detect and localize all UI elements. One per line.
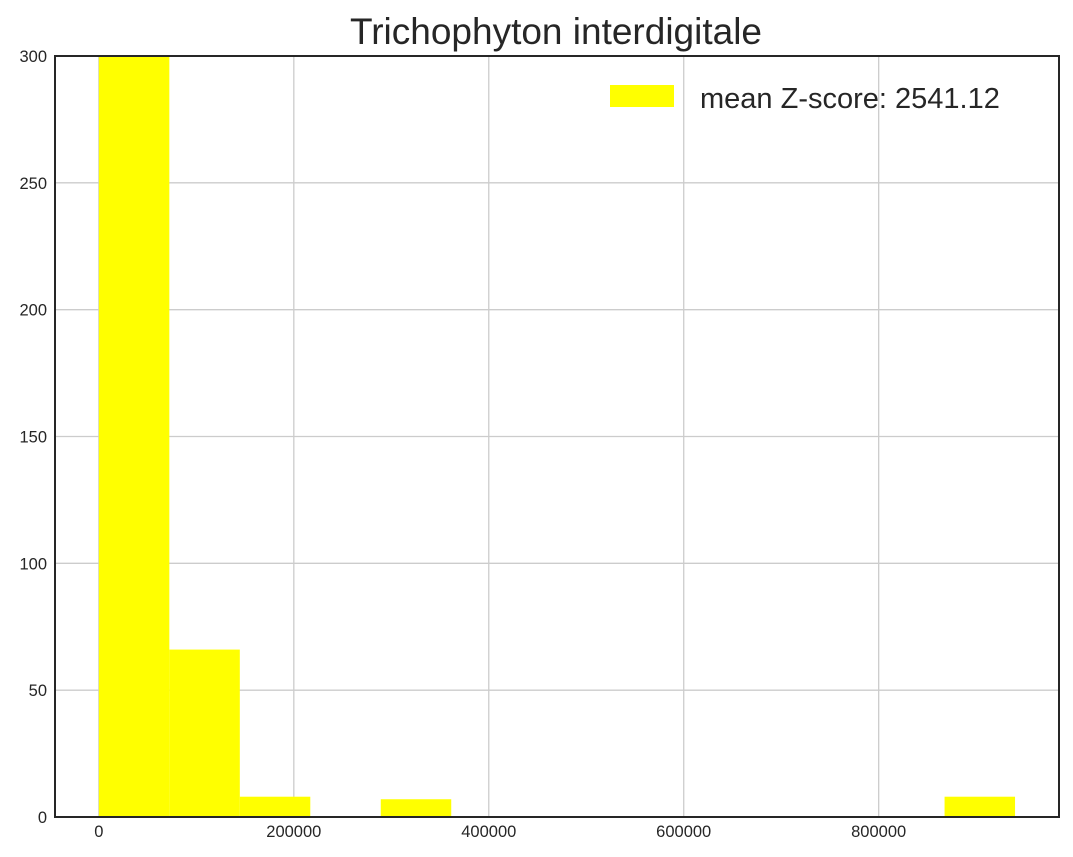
x-tick-label: 200000 bbox=[266, 823, 321, 841]
histogram-bars bbox=[98, 56, 1016, 817]
x-axis-ticks: 0 200000 400000 600000 800000 bbox=[94, 823, 906, 841]
y-axis-ticks: 0 50 100 150 200 250 300 bbox=[19, 48, 47, 827]
x-tick-label: 0 bbox=[94, 823, 103, 841]
legend: mean Z-score: 2541.12 bbox=[610, 83, 1000, 115]
histogram-bar bbox=[944, 796, 1016, 817]
histogram-bar bbox=[169, 649, 240, 817]
legend-label: mean Z-score: 2541.12 bbox=[700, 83, 1000, 115]
plot-frame bbox=[54, 55, 1060, 818]
y-tick-label: 300 bbox=[19, 48, 47, 66]
x-tick-label: 800000 bbox=[851, 823, 906, 841]
x-tick-label: 600000 bbox=[656, 823, 711, 841]
y-tick-label: 0 bbox=[38, 809, 47, 827]
histogram-bar bbox=[239, 796, 311, 817]
legend-swatch bbox=[610, 85, 674, 107]
histogram-bar bbox=[380, 799, 452, 817]
chart-title: Trichophyton interdigitale bbox=[350, 11, 762, 52]
y-tick-label: 50 bbox=[29, 682, 47, 700]
y-tick-label: 250 bbox=[19, 175, 47, 193]
y-tick-label: 100 bbox=[19, 555, 47, 573]
y-tick-label: 150 bbox=[19, 429, 47, 447]
histogram-bar bbox=[98, 56, 170, 817]
y-tick-label: 200 bbox=[19, 302, 47, 320]
x-tick-label: 400000 bbox=[461, 823, 516, 841]
